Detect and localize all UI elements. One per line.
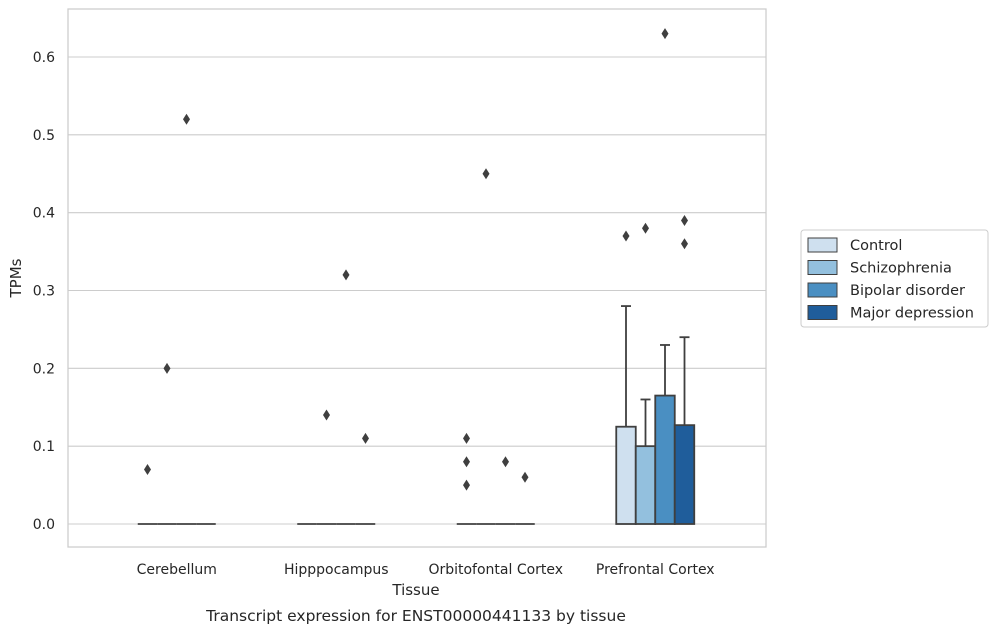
outlier-point	[622, 230, 630, 242]
legend-label: Bipolar disorder	[850, 283, 965, 299]
legend: Control Schizophrenia Bipolar disorder Majo…	[800, 229, 989, 328]
outlier-point	[144, 464, 151, 476]
box	[634, 445, 657, 525]
outlier-point	[502, 456, 509, 468]
outlier-point	[463, 432, 470, 444]
x-tick-label: Cerebellum	[137, 562, 217, 578]
legend-swatch	[807, 305, 838, 320]
x-axis-label: Tissue	[391, 581, 439, 599]
y-axis-label: TPMs	[7, 258, 25, 298]
x-axis-ticks: Cerebellum Hipppocampus Orbitofontal Corte…	[137, 562, 715, 578]
y-tick-label: 0.3	[33, 284, 55, 300]
outlier-point	[681, 214, 688, 226]
legend-label: Control	[850, 238, 902, 254]
outlier-point	[183, 113, 190, 125]
outlier-point	[681, 238, 688, 250]
outlier-point	[163, 362, 171, 374]
box	[654, 394, 676, 525]
y-tick-label: 0.1	[33, 439, 55, 455]
outlier-point	[642, 222, 649, 234]
box	[615, 425, 637, 525]
outlier-point	[482, 168, 490, 180]
figure-caption: Transcript expression for ENST0000044113…	[205, 607, 626, 625]
y-tick-label: 0.4	[33, 206, 55, 222]
outlier-point	[323, 409, 330, 421]
legend-swatch	[807, 237, 838, 253]
y-tick-label: 0.2	[33, 361, 55, 377]
y-axis-ticks: 0.0 0.1 0.2 0.3 0.4 0.5 0.6	[33, 50, 55, 533]
plot-frame	[67, 8, 767, 548]
legend-label: Major depression	[850, 306, 974, 322]
outlier-point	[661, 28, 669, 40]
outlier-point	[463, 456, 470, 468]
outlier-point	[342, 269, 350, 281]
outlier-point	[521, 471, 529, 483]
x-tick-label: Orbitofontal Cortex	[428, 562, 563, 578]
legend-swatch	[807, 260, 838, 275]
outlier-point	[463, 479, 470, 491]
y-tick-label: 0.0	[33, 517, 55, 533]
y-tick-label: 0.6	[33, 50, 55, 66]
data-marks	[137, 28, 696, 525]
legend-label: Schizophrenia	[850, 261, 952, 277]
y-tick-label: 0.5	[33, 128, 55, 144]
x-tick-label: Hipppocampus	[284, 562, 389, 578]
box	[673, 424, 696, 525]
legend-swatch	[807, 282, 838, 298]
legend-frame	[800, 229, 989, 328]
outlier-point	[362, 432, 369, 444]
x-tick-label: Prefrontal Cortex	[596, 562, 715, 578]
